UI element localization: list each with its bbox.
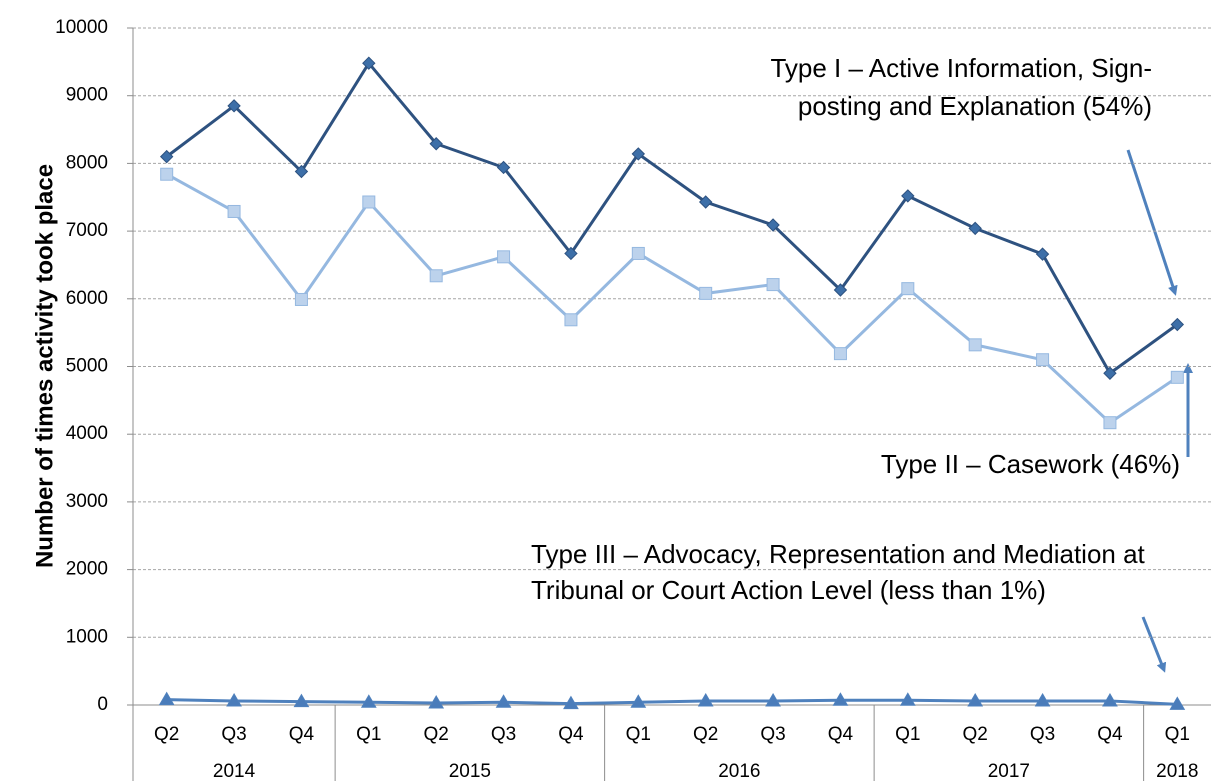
year-label: 2017	[988, 761, 1030, 781]
data-point	[968, 338, 982, 352]
x-tick-label: Q4	[558, 724, 584, 745]
data-point	[1103, 366, 1117, 380]
arrow	[1126, 149, 1178, 296]
arrow	[1141, 616, 1167, 673]
year-label: 2018	[1156, 761, 1198, 781]
data-point	[564, 313, 578, 327]
data-point	[294, 164, 309, 179]
series-label: Type I – Active Information, Sign-	[770, 53, 1152, 83]
data-point	[832, 692, 849, 706]
data-point	[967, 692, 984, 707]
year-label: 2016	[718, 761, 760, 781]
data-point	[765, 692, 781, 707]
data-point	[362, 195, 376, 209]
data-point	[766, 218, 780, 232]
data-point	[293, 693, 310, 708]
data-point	[1169, 696, 1186, 710]
data-point	[968, 221, 982, 236]
y-axis-label: Number of times activity took place	[31, 164, 58, 568]
x-tick-label: Q2	[154, 724, 179, 745]
x-tick-label: Q1	[895, 724, 920, 745]
y-tick-label: 0	[97, 694, 108, 715]
data-point	[360, 694, 377, 708]
data-point	[1170, 317, 1185, 332]
x-tick-label: Q3	[760, 724, 785, 745]
data-point	[1170, 370, 1184, 384]
data-point	[901, 282, 915, 296]
series-label: posting and Explanation (54%)	[798, 91, 1152, 121]
data-point	[698, 195, 713, 209]
data-point	[294, 292, 308, 306]
data-point	[497, 250, 511, 264]
data-point	[362, 56, 376, 70]
year-label: 2015	[449, 761, 491, 781]
x-tick-label: Q3	[1030, 724, 1055, 745]
data-point	[428, 694, 445, 709]
data-point	[429, 137, 443, 151]
data-point	[1103, 416, 1117, 430]
series-line	[165, 60, 1179, 376]
data-point	[1034, 692, 1051, 707]
x-tick-label: Q2	[963, 724, 988, 745]
year-label: 2014	[213, 761, 256, 781]
data-point	[699, 286, 713, 300]
data-point	[630, 694, 647, 708]
x-tick-label: Q4	[289, 724, 315, 745]
x-tick-label: Q3	[491, 724, 516, 745]
data-point	[564, 246, 578, 261]
y-tick-label: 7000	[66, 220, 108, 241]
series-label: Tribunal or Court Action Level (less tha…	[531, 575, 1046, 605]
data-point	[158, 691, 175, 706]
x-tick-label: Q4	[1097, 724, 1123, 745]
data-point	[563, 695, 579, 710]
y-tick-label: 6000	[66, 288, 108, 309]
y-tick-label: 4000	[66, 423, 108, 444]
data-point	[1102, 692, 1118, 707]
data-point	[833, 283, 848, 297]
x-tick-label: Q3	[221, 724, 246, 745]
series-line	[165, 172, 1179, 425]
data-point	[833, 347, 847, 361]
data-point	[766, 278, 780, 292]
data-point	[227, 204, 241, 218]
y-tick-label: 3000	[66, 491, 108, 512]
data-point	[495, 694, 512, 708]
x-tick-label: Q1	[356, 724, 381, 745]
x-tick-label: Q1	[1165, 724, 1190, 745]
x-tick-label: Q4	[828, 724, 854, 745]
data-point	[160, 167, 174, 181]
series-label: Type II – Casework (46%)	[881, 449, 1180, 479]
x-tick-label: Q2	[424, 724, 449, 745]
series-label: Type III – Advocacy, Representation and …	[531, 539, 1146, 569]
data-point	[429, 269, 443, 283]
x-tick-label: Q2	[693, 724, 718, 745]
data-point	[899, 692, 916, 706]
data-point	[226, 692, 242, 707]
x-tick-label: Q1	[626, 724, 651, 745]
series-line	[166, 698, 1178, 706]
data-point	[159, 149, 174, 164]
y-tick-label: 2000	[66, 559, 108, 580]
y-tick-label: 10000	[55, 17, 108, 38]
y-tick-label: 5000	[66, 356, 108, 377]
y-tick-label: 1000	[66, 626, 108, 647]
data-point	[496, 160, 511, 175]
data-point	[1036, 353, 1050, 367]
data-point	[227, 99, 241, 113]
y-tick-label: 9000	[66, 85, 108, 106]
data-point	[631, 147, 646, 161]
data-point	[901, 189, 915, 203]
y-tick-label: 8000	[66, 152, 108, 173]
data-point	[697, 692, 714, 707]
data-point	[631, 246, 645, 260]
data-point	[1035, 247, 1050, 261]
